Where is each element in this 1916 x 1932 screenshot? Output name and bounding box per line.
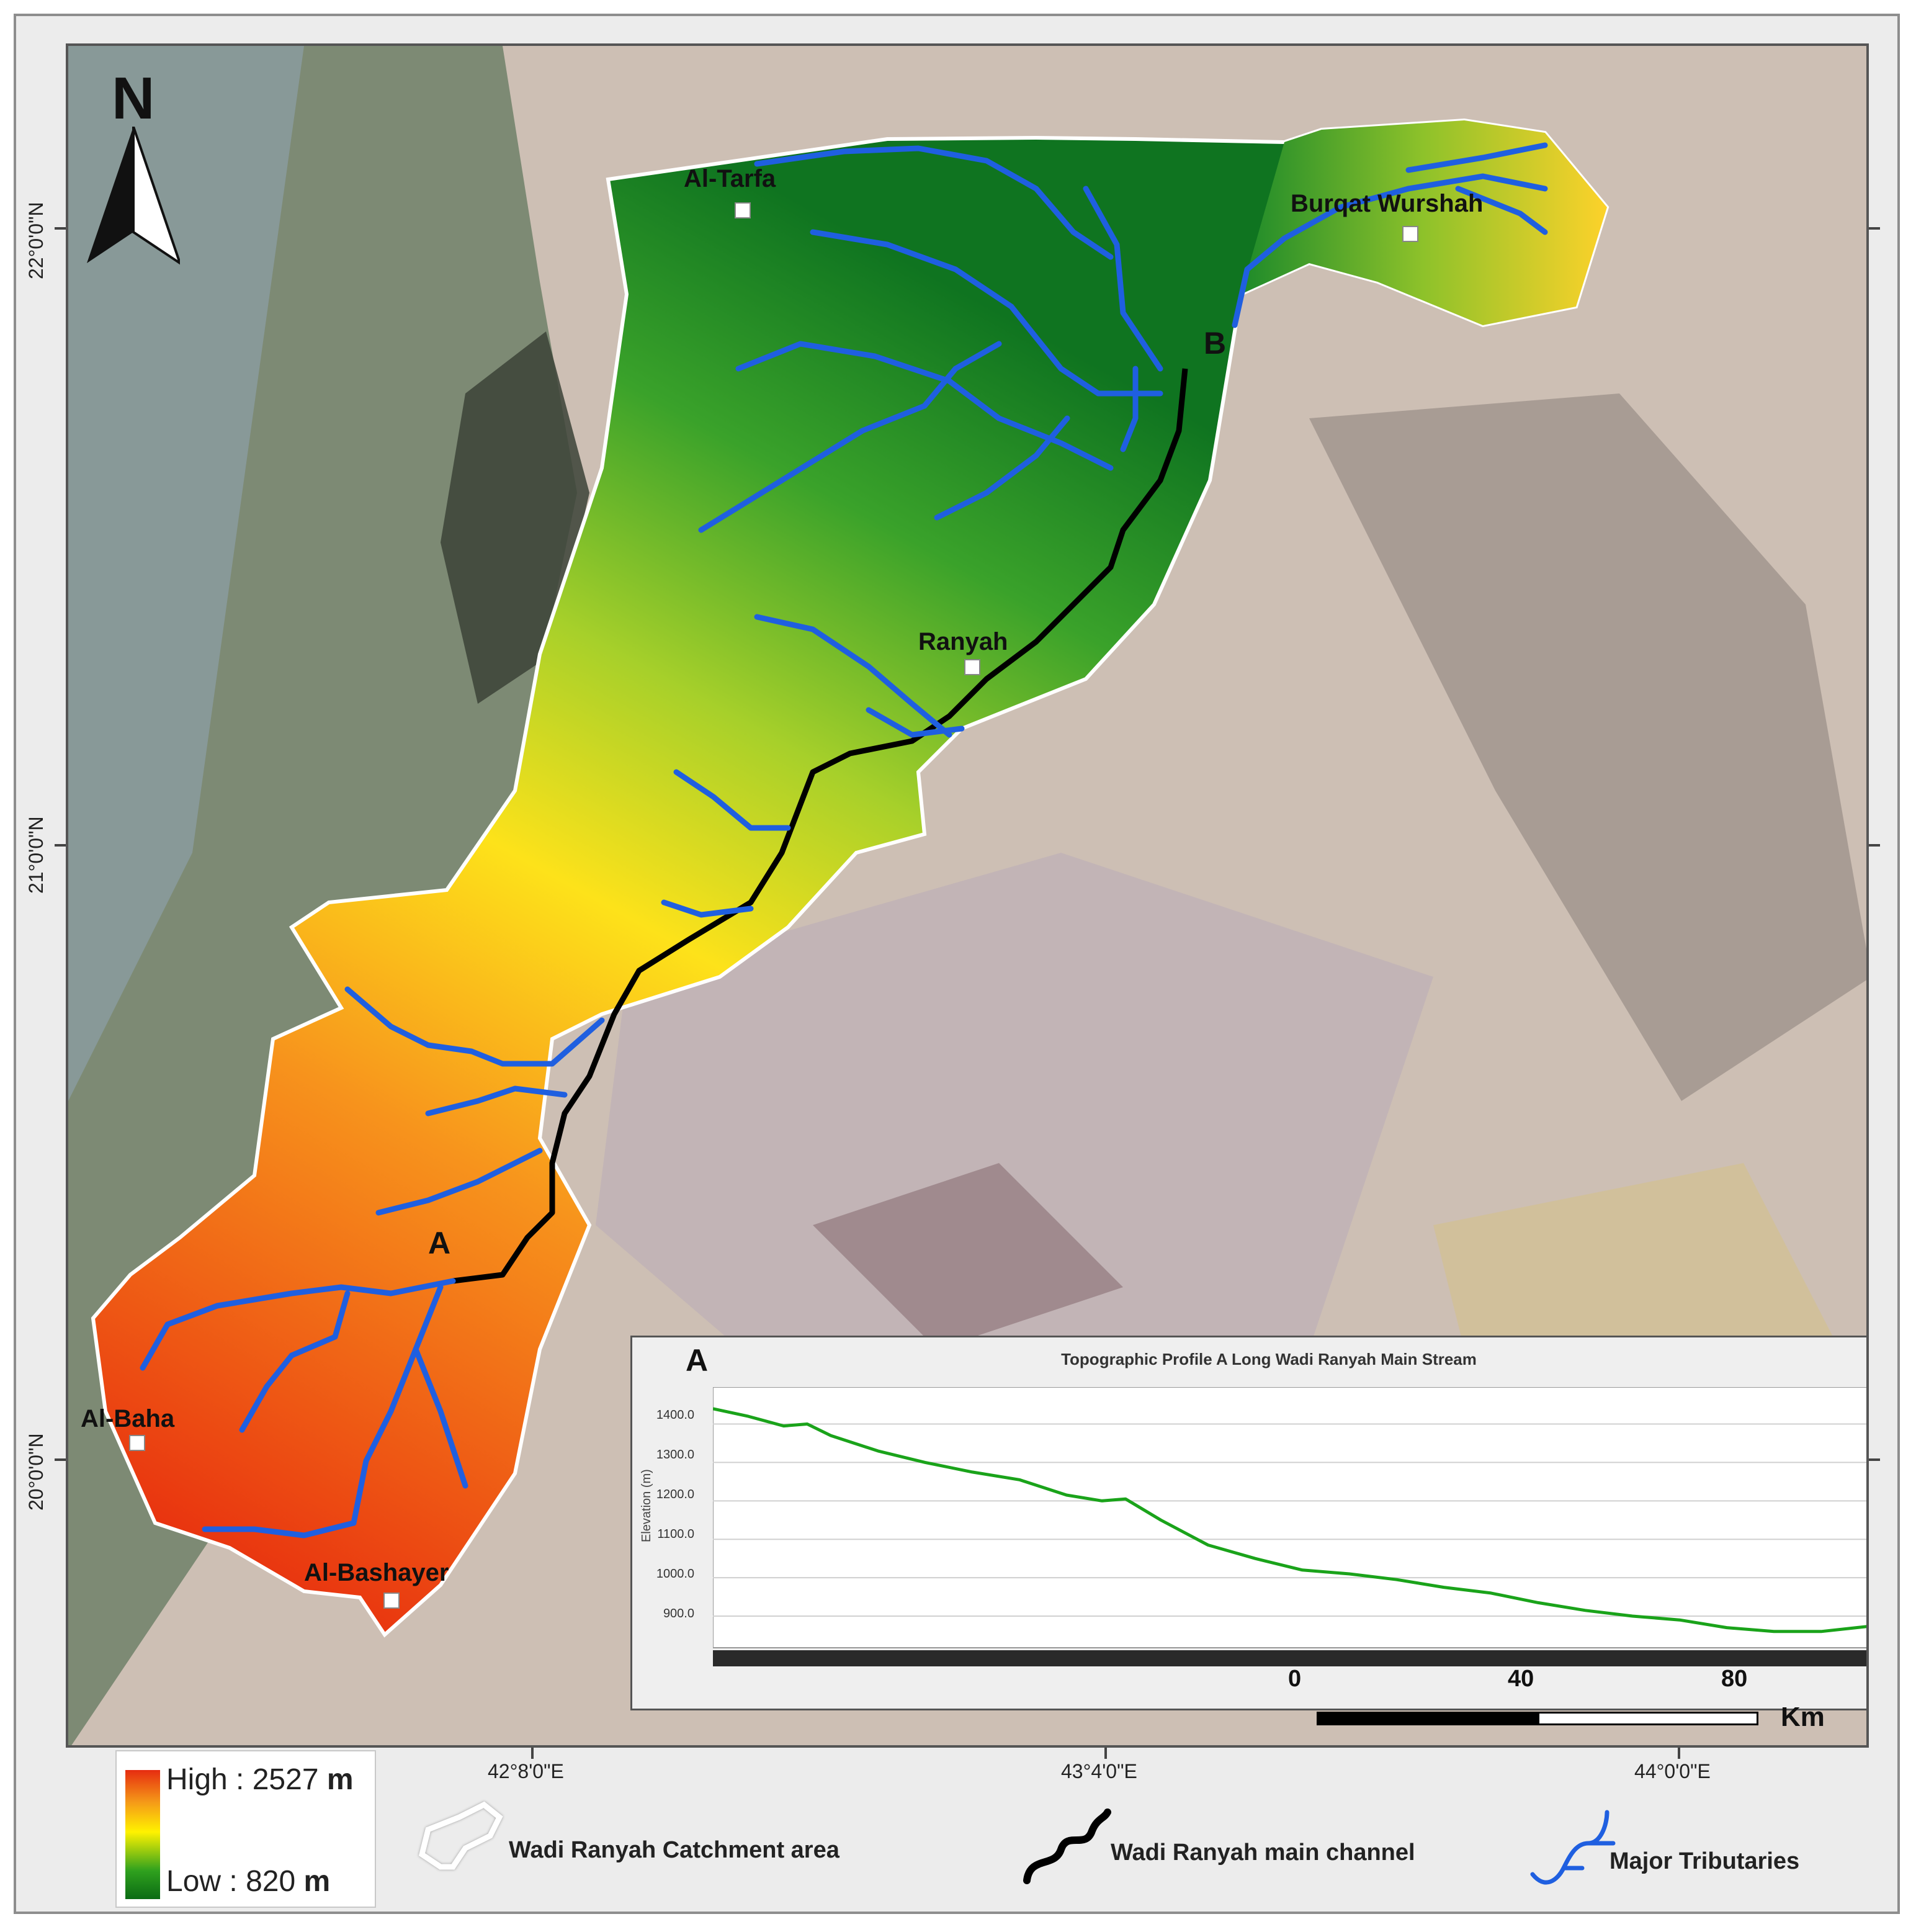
scale-bar-black-segment — [1317, 1712, 1538, 1725]
elevation-color-ramp — [125, 1770, 160, 1899]
map-panel: N Al-Tarfa Burqat Wurshah Ranyah Al-Baha… — [66, 43, 1869, 1748]
tributary-path — [1455, 186, 1548, 235]
dark-rock-outcrop — [441, 331, 589, 704]
profile-point-a: A — [428, 1226, 451, 1260]
longitude-label-43-4e: 43°4'0"E — [1061, 1760, 1137, 1782]
tributaries-legend-label: Major Tributaries — [1609, 1848, 1800, 1874]
lat-tick — [1869, 227, 1880, 230]
profile-point-b: B — [1204, 326, 1227, 361]
tributary-path — [375, 1148, 543, 1216]
profile-plot-area — [713, 1387, 1866, 1648]
place-label-ranyah: Ranyah — [918, 628, 1008, 655]
longitude-label-42-8e: 42°8'0"E — [488, 1760, 564, 1782]
place-label-al-baha: Al-Baha — [81, 1405, 175, 1432]
tributary-path — [754, 614, 952, 738]
lat-tick — [55, 1458, 66, 1461]
tributary-path — [735, 341, 1114, 471]
tributary-path — [1083, 186, 1163, 372]
central-purple-terrain — [596, 853, 1433, 1411]
tributary-path — [921, 341, 1002, 409]
tributary-path — [1405, 142, 1548, 173]
scale-unit: Km — [1781, 1702, 1825, 1732]
tributary-path — [344, 986, 605, 1067]
profile-series-group — [713, 1407, 1866, 1633]
tributary-path — [673, 769, 791, 831]
tributary-path — [351, 1284, 444, 1526]
tributary-path — [1232, 173, 1548, 328]
northwest-haze — [68, 46, 304, 1101]
profile-y-tick: 1100.0 — [657, 1527, 694, 1541]
profile-start-label: A — [686, 1343, 709, 1378]
catchment-legend-label: Wadi Ranyah Catchment area — [509, 1837, 839, 1863]
profile-y-tick: 900.0 — [663, 1607, 694, 1620]
scale-label-0: 0 — [1288, 1666, 1302, 1692]
profile-plot — [713, 1387, 1866, 1666]
north-arrow-letter: N — [112, 65, 155, 132]
elevation-legend: High : 2527 m Low : 820 m — [115, 1750, 376, 1908]
profile-y-tick: 1300.0 — [656, 1448, 694, 1462]
place-marker-burqat-wurshah — [1402, 226, 1418, 242]
place-label-al-tarfa: Al-Tarfa — [684, 165, 776, 192]
place-label-al-bashayer: Al-Bashayer — [304, 1559, 449, 1586]
dark-terrain-patch — [813, 1163, 1123, 1349]
tributary-path — [698, 403, 928, 533]
place-marker-al-bashayer — [383, 1593, 400, 1609]
tributary-path — [810, 229, 1163, 397]
scale-bar-white-segment — [1538, 1712, 1758, 1725]
elevation-high-text: High : 2527 — [166, 1763, 319, 1796]
profile-y-tick: 1400.0 — [656, 1408, 694, 1422]
tributary-path — [239, 1290, 351, 1433]
lat-tick — [55, 227, 66, 230]
elevation-high-unit: m — [326, 1763, 354, 1796]
place-marker-al-tarfa — [735, 202, 751, 218]
scale-label-80: 80 — [1721, 1666, 1748, 1692]
tributary-path — [866, 707, 965, 738]
elevation-high-label: High : 2527 m — [166, 1763, 354, 1797]
profile-y-tick: 1200.0 — [656, 1488, 694, 1501]
place-marker-ranyah — [964, 659, 980, 675]
profile-distance-bar — [713, 1650, 1866, 1666]
elevation-low-label: Low : 820 m — [166, 1864, 330, 1898]
lat-tick — [1869, 1458, 1880, 1461]
catchment-legend-icon — [418, 1801, 503, 1870]
tributary-path — [754, 145, 1114, 260]
north-arrow-icon — [87, 127, 180, 265]
place-marker-al-baha — [129, 1435, 145, 1451]
lon-tick — [531, 1748, 534, 1759]
tributaries-legend-icon — [1530, 1810, 1616, 1885]
tributary-path — [425, 1085, 568, 1117]
tributary-path — [140, 1278, 456, 1371]
tributary-path — [1120, 366, 1139, 452]
lat-tick — [1869, 844, 1880, 847]
place-label-burqat-wurshah: Burqat Wurshah — [1291, 190, 1484, 217]
profile-inset: A B Topographic Profile A Long Wadi Rany… — [630, 1336, 1866, 1710]
main-channel — [452, 368, 1188, 1284]
channel-legend-icon — [1023, 1808, 1111, 1884]
profile-elevation-line — [713, 1407, 1866, 1633]
profile-y-tick: 1000.0 — [656, 1567, 694, 1581]
elevation-low-unit: m — [303, 1865, 331, 1898]
tributary-path — [661, 899, 754, 918]
lon-tick — [1104, 1748, 1107, 1759]
elevation-low-text: Low : 820 — [166, 1865, 296, 1898]
latitude-label-21n: 21°0'0"N — [25, 816, 47, 894]
lat-tick — [55, 844, 66, 847]
tributary-path — [413, 1346, 468, 1489]
tributary-path — [202, 1520, 357, 1539]
lon-tick — [1678, 1748, 1680, 1759]
channel-legend-label: Wadi Ranyah main channel — [1111, 1840, 1415, 1866]
latitude-label-22n: 22°0'0"N — [25, 202, 47, 279]
longitude-label-44-0e: 44°0'0"E — [1634, 1760, 1711, 1782]
profile-title: Topographic Profile A Long Wadi Ranyah M… — [1061, 1350, 1477, 1368]
eastern-dark-terrain — [1309, 393, 1866, 1101]
latitude-label-20n: 20°0'0"N — [25, 1433, 47, 1511]
catchment-east-arm — [1241, 120, 1607, 325]
tributaries — [140, 142, 1548, 1539]
scale-label-40: 40 — [1508, 1666, 1534, 1692]
profile-grid — [713, 1423, 1866, 1617]
catchment-area — [91, 118, 1609, 1638]
tributary-path — [934, 415, 1070, 521]
